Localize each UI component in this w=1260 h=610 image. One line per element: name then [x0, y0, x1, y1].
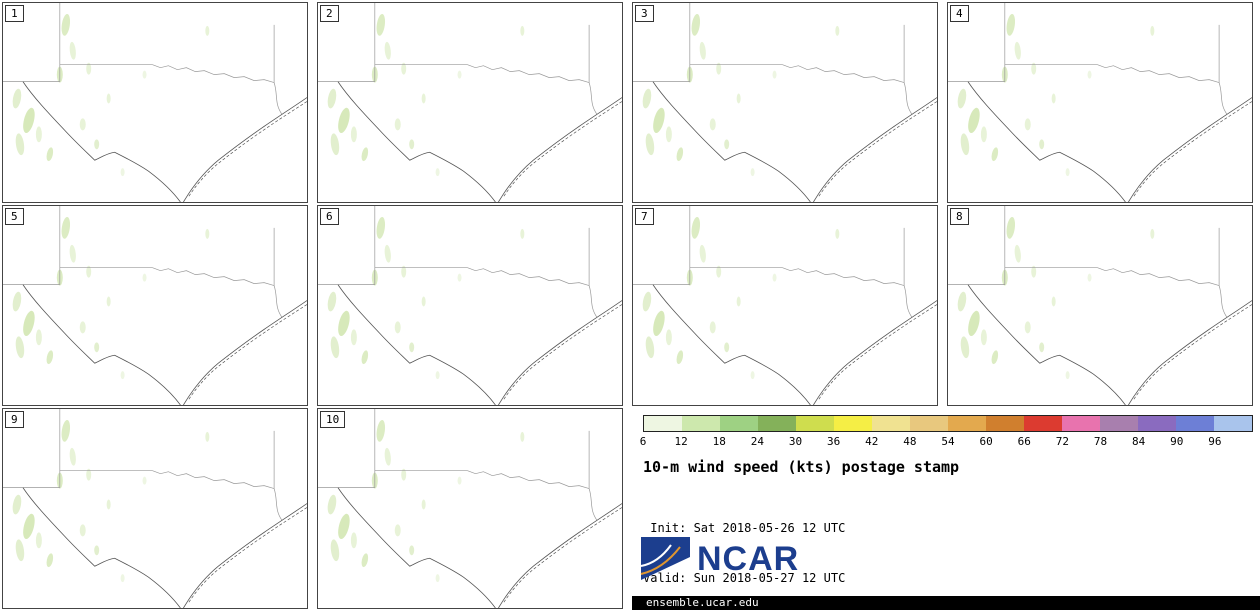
colorbar-segment: [986, 416, 1024, 431]
texas-map: [948, 3, 1252, 202]
map-panel: 7: [632, 205, 938, 406]
map-panel: 6: [317, 205, 623, 406]
colorbar-tick: 72: [1055, 435, 1069, 448]
map-panel: 2: [317, 2, 623, 203]
colorbar-segment: [1062, 416, 1100, 431]
map-panel: 8: [947, 205, 1253, 406]
panel-number: 2: [320, 5, 339, 22]
colorbar-tick: 24: [750, 435, 764, 448]
texas-map: [3, 409, 307, 608]
colorbar-segment: [758, 416, 796, 431]
texas-map: [633, 206, 937, 405]
panel-number: 6: [320, 208, 339, 225]
texas-map: [633, 3, 937, 202]
colorbar-tick: 78: [1093, 435, 1108, 448]
panel-number: 7: [635, 208, 654, 225]
texas-map: [318, 206, 622, 405]
panel-number: 8: [950, 208, 969, 225]
colorbar-tick: 30: [788, 435, 803, 448]
footer-url: ensemble.ucar.edu: [646, 596, 759, 609]
texas-map: [948, 206, 1252, 405]
colorbar-segment: [948, 416, 986, 431]
ncar-logo-text: NCAR: [697, 539, 800, 578]
colorbar-segment: [644, 416, 682, 431]
texas-map: [318, 409, 622, 608]
colorbar-segment: [1024, 416, 1062, 431]
panel-number: 9: [5, 411, 24, 428]
colorbar-tick: 54: [941, 435, 955, 448]
texas-map: [3, 206, 307, 405]
colorbar-segment: [872, 416, 910, 431]
colorbar-tick: 18: [712, 435, 726, 448]
map-panel: 10: [317, 408, 623, 609]
legend-area: 6 12 18 24 30 36 42 48 54 60 66 72 78 84 90 96 10-m win…: [632, 408, 1260, 610]
colorbar-tick: 6: [639, 435, 647, 448]
ncar-branding: NCAR: [640, 536, 799, 582]
colorbar-tick: 12: [674, 435, 688, 448]
colorbar-tick: 48: [903, 435, 917, 448]
texas-map: [3, 3, 307, 202]
texas-map: [318, 3, 622, 202]
panel-number: 10: [320, 411, 346, 428]
colorbar-ticks: 6 12 18 24 30 36 42 48 54 60 66 72 78 84 90 96: [639, 435, 1253, 448]
colorbar-segment: [796, 416, 834, 431]
legend-title: 10-m wind speed (kts) postage stamp: [643, 458, 960, 476]
colorbar-segment: [682, 416, 720, 431]
map-panel: 4: [947, 2, 1253, 203]
panel-number: 3: [635, 5, 654, 22]
init-time: Init: Sat 2018-05-26 12 UTC: [643, 520, 846, 535]
colorbar-tick: 66: [1017, 435, 1031, 448]
colorbar-tick: 60: [979, 435, 993, 448]
colorbar-tick: 96: [1208, 435, 1222, 448]
footer-bar: ensemble.ucar.edu: [632, 596, 1260, 610]
colorbar: [643, 415, 1253, 432]
colorbar-segment: [720, 416, 758, 431]
valid-time: Valid: Sun 2018-05-27 12 UTC: [643, 570, 846, 585]
panel-number: 4: [950, 5, 969, 22]
colorbar-tick: 42: [865, 435, 879, 448]
colorbar-segment: [1100, 416, 1138, 431]
ncar-logo-icon: [640, 537, 690, 580]
panel-number: 1: [5, 5, 24, 22]
colorbar-tick: 36: [827, 435, 841, 448]
colorbar-segment: [1138, 416, 1176, 431]
map-panel: 9: [2, 408, 308, 609]
colorbar-tick: 84: [1132, 435, 1146, 448]
colorbar-tick: 90: [1170, 435, 1184, 448]
colorbar-segment: [1176, 416, 1214, 431]
map-panel: 1: [2, 2, 308, 203]
map-panel: 5: [2, 205, 308, 406]
time-lines: Init: Sat 2018-05-26 12 UTC Valid: Sun 2…: [643, 486, 845, 610]
colorbar-segment: [1214, 416, 1252, 431]
panel-number: 5: [5, 208, 24, 225]
colorbar-segment: [910, 416, 948, 431]
map-panel: 3: [632, 2, 938, 203]
colorbar-segment: [834, 416, 872, 431]
